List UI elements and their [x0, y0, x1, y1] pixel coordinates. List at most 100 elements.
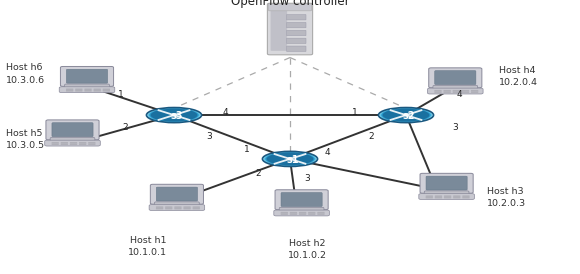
FancyBboxPatch shape: [156, 206, 163, 208]
FancyBboxPatch shape: [452, 92, 460, 93]
Text: 1: 1: [244, 145, 250, 154]
FancyBboxPatch shape: [66, 89, 73, 90]
FancyBboxPatch shape: [287, 38, 306, 44]
Text: 2: 2: [122, 123, 128, 132]
FancyBboxPatch shape: [88, 142, 96, 144]
FancyBboxPatch shape: [193, 208, 200, 209]
FancyBboxPatch shape: [45, 140, 100, 146]
FancyBboxPatch shape: [79, 144, 86, 145]
Text: s3: s3: [171, 111, 183, 121]
FancyBboxPatch shape: [287, 30, 306, 36]
Text: s1: s1: [287, 155, 299, 165]
FancyBboxPatch shape: [308, 213, 316, 215]
FancyBboxPatch shape: [156, 208, 163, 209]
Text: 4: 4: [222, 108, 228, 117]
Text: 1: 1: [352, 108, 358, 117]
Ellipse shape: [149, 108, 199, 122]
FancyBboxPatch shape: [88, 144, 96, 145]
FancyBboxPatch shape: [317, 213, 325, 215]
FancyBboxPatch shape: [270, 6, 287, 51]
Text: 4: 4: [325, 148, 331, 156]
FancyBboxPatch shape: [183, 206, 191, 208]
FancyBboxPatch shape: [426, 176, 467, 190]
FancyBboxPatch shape: [453, 195, 461, 197]
FancyBboxPatch shape: [462, 197, 470, 198]
FancyBboxPatch shape: [67, 69, 107, 83]
FancyBboxPatch shape: [193, 206, 200, 208]
Ellipse shape: [262, 151, 318, 166]
FancyBboxPatch shape: [103, 90, 110, 92]
FancyBboxPatch shape: [64, 84, 110, 88]
Ellipse shape: [381, 108, 431, 122]
Ellipse shape: [148, 108, 200, 122]
Text: 1: 1: [118, 90, 124, 99]
FancyBboxPatch shape: [435, 195, 442, 197]
Text: 3: 3: [452, 123, 458, 132]
FancyBboxPatch shape: [462, 90, 469, 92]
Text: Host h4
10.2.0.4: Host h4 10.2.0.4: [499, 66, 538, 87]
Text: Host h5
10.3.0.5: Host h5 10.3.0.5: [6, 129, 45, 150]
FancyBboxPatch shape: [434, 90, 441, 92]
Text: Host h3
10.2.0.3: Host h3 10.2.0.3: [487, 187, 526, 208]
Text: 3: 3: [206, 132, 212, 141]
FancyBboxPatch shape: [424, 191, 469, 195]
FancyBboxPatch shape: [267, 3, 313, 55]
FancyBboxPatch shape: [84, 90, 92, 92]
FancyBboxPatch shape: [281, 213, 288, 215]
FancyBboxPatch shape: [419, 194, 474, 199]
Text: Host h2
10.1.0.2: Host h2 10.1.0.2: [288, 239, 327, 260]
FancyBboxPatch shape: [433, 85, 478, 89]
FancyBboxPatch shape: [434, 92, 441, 93]
FancyBboxPatch shape: [52, 144, 59, 145]
FancyBboxPatch shape: [290, 213, 297, 215]
FancyBboxPatch shape: [471, 92, 478, 93]
FancyBboxPatch shape: [462, 92, 469, 93]
Text: OpenFlow controller: OpenFlow controller: [231, 0, 349, 8]
Ellipse shape: [267, 153, 313, 165]
FancyBboxPatch shape: [70, 142, 77, 144]
FancyBboxPatch shape: [93, 90, 101, 92]
FancyBboxPatch shape: [154, 202, 200, 206]
Ellipse shape: [378, 108, 434, 123]
FancyBboxPatch shape: [317, 212, 325, 213]
FancyBboxPatch shape: [471, 90, 478, 92]
FancyBboxPatch shape: [274, 210, 329, 216]
Text: Host h6
10.3.0.6: Host h6 10.3.0.6: [6, 63, 45, 85]
FancyBboxPatch shape: [93, 89, 101, 90]
FancyBboxPatch shape: [279, 207, 324, 211]
FancyBboxPatch shape: [287, 46, 306, 52]
FancyBboxPatch shape: [75, 89, 82, 90]
Ellipse shape: [380, 108, 432, 122]
FancyBboxPatch shape: [420, 173, 473, 193]
Text: 4: 4: [456, 90, 462, 99]
FancyBboxPatch shape: [52, 142, 59, 144]
FancyBboxPatch shape: [149, 205, 205, 210]
FancyBboxPatch shape: [60, 67, 114, 86]
FancyBboxPatch shape: [174, 208, 182, 209]
FancyBboxPatch shape: [299, 212, 306, 213]
FancyBboxPatch shape: [70, 144, 77, 145]
FancyBboxPatch shape: [52, 123, 93, 137]
FancyBboxPatch shape: [269, 4, 311, 11]
FancyBboxPatch shape: [287, 15, 306, 20]
Text: 2: 2: [255, 170, 261, 178]
FancyBboxPatch shape: [444, 92, 451, 93]
FancyBboxPatch shape: [157, 187, 197, 201]
FancyBboxPatch shape: [444, 197, 451, 198]
FancyBboxPatch shape: [183, 208, 191, 209]
FancyBboxPatch shape: [444, 90, 451, 92]
Ellipse shape: [146, 108, 202, 123]
FancyBboxPatch shape: [79, 142, 86, 144]
FancyBboxPatch shape: [287, 22, 306, 28]
FancyBboxPatch shape: [174, 206, 182, 208]
Text: Host h1
10.1.0.1: Host h1 10.1.0.1: [128, 236, 168, 257]
FancyBboxPatch shape: [61, 144, 68, 145]
FancyBboxPatch shape: [75, 90, 82, 92]
FancyBboxPatch shape: [299, 213, 306, 215]
FancyBboxPatch shape: [281, 193, 322, 207]
FancyBboxPatch shape: [462, 195, 470, 197]
Text: s2: s2: [403, 111, 415, 121]
FancyBboxPatch shape: [84, 89, 92, 90]
FancyBboxPatch shape: [50, 138, 95, 141]
FancyBboxPatch shape: [429, 68, 482, 88]
